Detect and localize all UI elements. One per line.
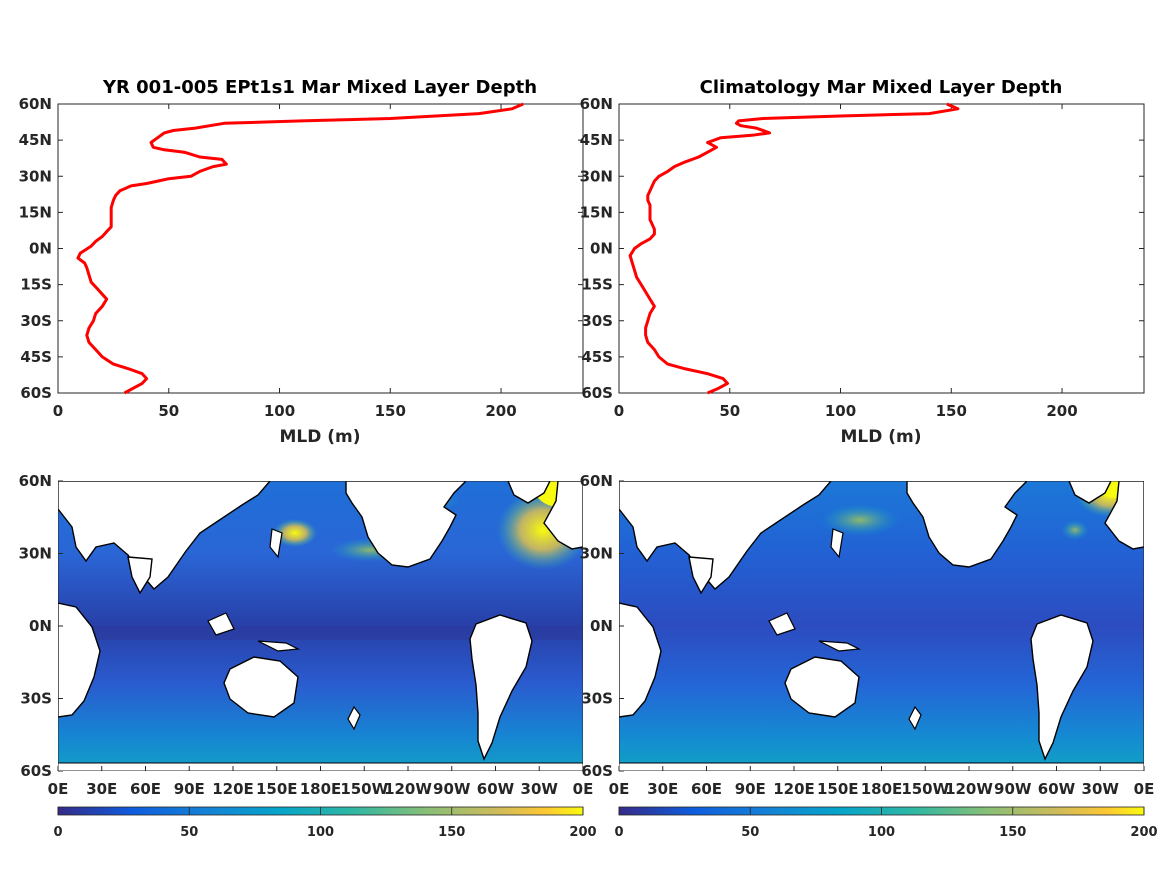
left-profile-xtick-label: 100 bbox=[264, 402, 295, 420]
left-profile-xlabel: MLD (m) bbox=[279, 427, 360, 447]
left-map-xtick-label: 60W bbox=[477, 780, 515, 798]
left-map-xtick-label: 90W bbox=[433, 780, 471, 798]
right-map-xtick-label: 120E bbox=[773, 780, 815, 798]
left-colorbar-tick-label: 200 bbox=[569, 825, 596, 840]
right-profile-axes bbox=[618, 103, 1145, 394]
right-profile-xtick-label: 0 bbox=[614, 402, 624, 420]
right-map-xtick-label: 60W bbox=[1038, 780, 1076, 798]
right-profile-xlabel: MLD (m) bbox=[840, 427, 921, 447]
left-map-ytick-label: 0N bbox=[29, 617, 52, 635]
right-profile-xtick-label: 150 bbox=[936, 402, 967, 420]
left-profile-ytick-label: 60S bbox=[20, 384, 52, 402]
left-profile-xtick-label: 200 bbox=[485, 402, 516, 420]
left-profile-ytick-label: 30N bbox=[19, 167, 52, 185]
right-profile-line bbox=[628, 102, 960, 395]
right-profile-xtick-label: 200 bbox=[1046, 402, 1077, 420]
right-map-ytick-label: 0N bbox=[590, 617, 613, 635]
right-map-xtick-label: 0E bbox=[609, 780, 630, 798]
right-map-ytick-label: 30N bbox=[580, 545, 613, 563]
left-profile-ytick-label: 15S bbox=[20, 276, 52, 294]
right-profile-ytick-label: 15N bbox=[580, 203, 613, 221]
left-colorbar: 0 50 100 150 200 bbox=[53, 806, 597, 840]
right-map-xtick-label: 180E bbox=[861, 780, 903, 798]
right-map-xtick-label: 150W bbox=[901, 780, 949, 798]
left-map-ytick-label: 60S bbox=[20, 762, 52, 780]
left-profile-xtick-label: 50 bbox=[158, 402, 179, 420]
right-profile-ytick-label: 60N bbox=[580, 95, 613, 113]
right-profile-ytick-label: 30N bbox=[580, 167, 613, 185]
left-profile-ytick-label: 15N bbox=[19, 203, 52, 221]
left-profile-ytick-label: 60N bbox=[19, 95, 52, 113]
left-map-xtick-label: 120W bbox=[384, 780, 432, 798]
left-map-ytick-label: 30S bbox=[20, 690, 52, 708]
right-profile-ytick-label: 30S bbox=[581, 312, 613, 330]
right-map-ytick-label: 60S bbox=[581, 762, 613, 780]
left-profile-axes bbox=[57, 103, 584, 394]
right-colorbar: 0 50 100 150 200 bbox=[614, 806, 1158, 840]
right-profile-ticks: 0 50 100 150 200 60N 45N 30N 15N 0N 15S 30S 45S 60S bbox=[580, 95, 1144, 420]
right-colorbar-tick-label: 50 bbox=[741, 825, 759, 840]
left-colorbar-tick-label: 150 bbox=[438, 825, 465, 840]
right-colorbar-tick-label: 100 bbox=[868, 825, 895, 840]
right-colorbar-tick-label: 150 bbox=[999, 825, 1026, 840]
left-profile-plot: YR 001-005 EPt1s1 Mar Mixed Layer Depth … bbox=[19, 77, 584, 447]
left-map-xtick-label: 30E bbox=[86, 780, 117, 798]
left-profile-xtick-label: 150 bbox=[375, 402, 406, 420]
left-profile-line bbox=[76, 102, 524, 395]
right-map-xtick-label: 30W bbox=[1082, 780, 1120, 798]
right-map-xtick-label: 150E bbox=[817, 780, 859, 798]
right-profile-ytick-label: 60S bbox=[581, 384, 613, 402]
right-profile-xtick-label: 100 bbox=[825, 402, 856, 420]
right-colorbar-tick-label: 200 bbox=[1130, 825, 1157, 840]
right-map-xtick-label: 90W bbox=[994, 780, 1032, 798]
right-profile-ytick-label: 0N bbox=[590, 240, 613, 258]
right-profile-ytick-label: 45N bbox=[580, 131, 613, 149]
left-colorbar-tick-label: 100 bbox=[307, 825, 334, 840]
right-colorbar-tick-label: 0 bbox=[614, 825, 623, 840]
left-profile-ytick-label: 30S bbox=[20, 312, 52, 330]
left-profile-ytick-label: 0N bbox=[29, 240, 52, 258]
left-map-xtick-label: 0E bbox=[573, 780, 594, 798]
right-map-xtick-label: 0E bbox=[1134, 780, 1155, 798]
left-map-xtick-label: 180E bbox=[300, 780, 342, 798]
left-map-ytick-label: 30N bbox=[19, 545, 52, 563]
left-map-xtick-label: 120E bbox=[212, 780, 254, 798]
left-map-ytick-label: 60N bbox=[19, 472, 52, 490]
right-map-xtick-label: 90E bbox=[735, 780, 766, 798]
left-map-xtick-label: 0E bbox=[48, 780, 69, 798]
left-map-xtick-label: 150W bbox=[340, 780, 388, 798]
left-profile-ticks: 0 50 100 150 200 60N 45N 30N 15N 0N 15S 30S 45S 60S bbox=[19, 95, 583, 420]
left-colorbar-tick-label: 50 bbox=[180, 825, 198, 840]
right-map-ytick-label: 60N bbox=[580, 472, 613, 490]
left-map-xtick-label: 30W bbox=[521, 780, 559, 798]
right-profile-plot: Climatology Mar Mixed Layer Depth 0 50 100… bbox=[580, 77, 1145, 447]
right-profile-title: Climatology Mar Mixed Layer Depth bbox=[700, 77, 1063, 98]
left-colorbar-tick-label: 0 bbox=[53, 825, 62, 840]
left-map-xtick-label: 90E bbox=[174, 780, 205, 798]
right-map-xtick-label: 60E bbox=[691, 780, 722, 798]
left-map-xtick-label: 150E bbox=[256, 780, 298, 798]
left-profile-xtick-label: 0 bbox=[53, 402, 63, 420]
right-profile-xtick-label: 50 bbox=[719, 402, 740, 420]
right-map-xtick-label: 30E bbox=[647, 780, 678, 798]
right-map-xtick-label: 120W bbox=[945, 780, 993, 798]
right-map-ytick-label: 30S bbox=[581, 690, 613, 708]
right-profile-ytick-label: 45S bbox=[581, 348, 613, 366]
left-profile-ytick-label: 45N bbox=[19, 131, 52, 149]
left-profile-title: YR 001-005 EPt1s1 Mar Mixed Layer Depth bbox=[102, 77, 537, 98]
right-profile-ytick-label: 15S bbox=[581, 276, 613, 294]
left-profile-ytick-label: 45S bbox=[20, 348, 52, 366]
left-map-xtick-label: 60E bbox=[130, 780, 161, 798]
